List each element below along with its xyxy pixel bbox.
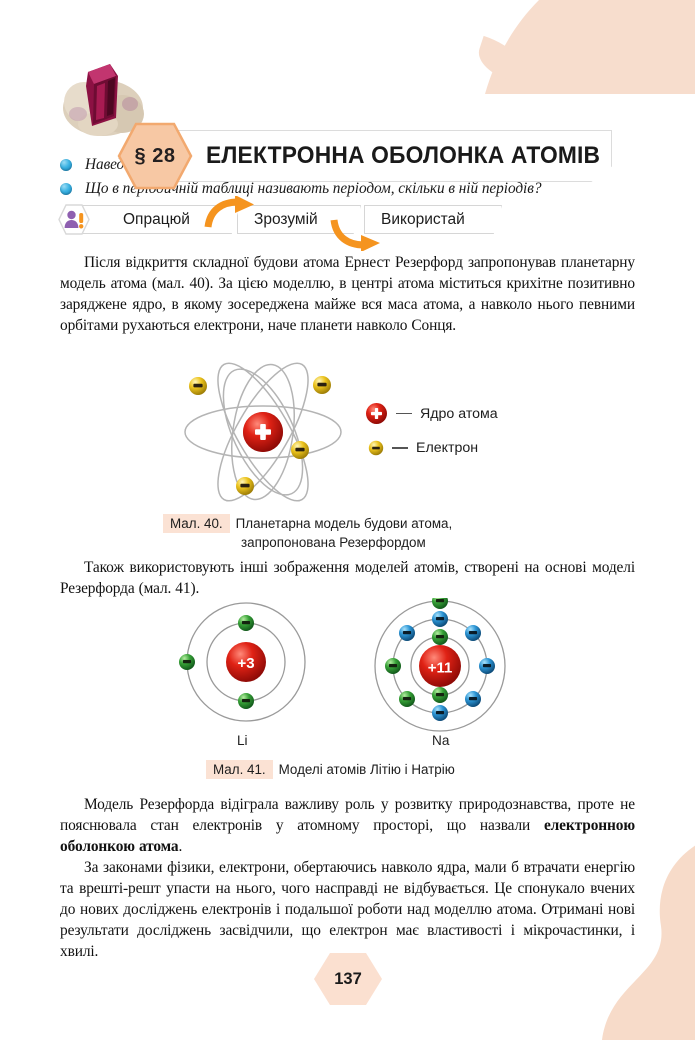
bullet-sphere-icon bbox=[60, 183, 72, 195]
figure-40-caption: Мал. 40. Планетарна модель будови атома, … bbox=[163, 514, 563, 552]
page-number-hexagon bbox=[314, 953, 382, 1005]
shell-1-electrons bbox=[432, 598, 448, 609]
figure-41-bohr-models: +3 Li +11 bbox=[165, 598, 510, 755]
paragraph-text: За законами фізики, електрони, обертаючи… bbox=[60, 859, 635, 960]
shell-2-electrons bbox=[238, 615, 254, 709]
question-row: Що в періодичній таблиці називають періо… bbox=[60, 178, 640, 199]
legend-dash bbox=[396, 412, 412, 415]
caption-line-1: Планетарна модель будови атома, bbox=[235, 516, 453, 531]
nucleus-charge: +11 bbox=[428, 660, 453, 677]
caption-tag: Мал. 41. bbox=[206, 760, 273, 779]
tab-label: Зрозумій bbox=[254, 210, 318, 228]
nucleus bbox=[419, 645, 461, 687]
figure-40-planetary-atom: Ядро атома Електрон bbox=[170, 360, 530, 505]
paragraph-other-models: Також використовують інші зображення мод… bbox=[60, 557, 635, 599]
paragraph-physics-laws: За законами фізики, електрони, обертаючи… bbox=[60, 857, 635, 962]
figure-41-caption: Мал. 41. Моделі атомів Літію і Натрію bbox=[206, 760, 606, 779]
paragraph-text: Модель Резерфорда відіграла важливу роль… bbox=[60, 796, 635, 834]
question-text: Що в періодичній таблиці називають періо… bbox=[85, 180, 542, 197]
term-electron-shell: електронною оболонкою атома bbox=[60, 817, 635, 855]
tab-label: Використай bbox=[381, 210, 465, 228]
sodium-atom-diagram: +11 bbox=[374, 598, 506, 732]
page-header: § 28 ЕЛЕКТРОННА ОБОЛОНКА АТОМІВ bbox=[0, 50, 695, 190]
section-number-label: § 28 bbox=[134, 144, 176, 167]
electron-icon bbox=[368, 440, 384, 456]
caption-tag: Мал. 40. bbox=[163, 514, 230, 533]
legend-electron: Електрон bbox=[368, 440, 478, 456]
page-number-label: 137 bbox=[334, 969, 362, 988]
legend-dash bbox=[392, 447, 408, 449]
arrow-right-icon bbox=[330, 219, 380, 251]
mineral-crystal-icon bbox=[63, 64, 144, 136]
legend-nucleus: Ядро атома bbox=[365, 402, 498, 425]
lithium-atom-diagram: +3 bbox=[179, 602, 306, 722]
tab-label: Опрацюй bbox=[123, 210, 190, 228]
shell-2-electrons bbox=[385, 611, 495, 721]
person-alert-icon bbox=[58, 204, 90, 235]
nucleus bbox=[226, 642, 266, 682]
legend-label: Електрон bbox=[416, 440, 479, 456]
caption-text: Моделі атомів Літію і Натрію bbox=[278, 762, 455, 777]
nucleus-icon bbox=[366, 403, 387, 424]
paragraph-electron-shell: Модель Резерфорда відіграла важливу роль… bbox=[60, 794, 635, 857]
paragraph-text: Після відкриття складної будови атома Ер… bbox=[60, 254, 635, 334]
shell-3-electrons bbox=[432, 629, 448, 703]
atom-label-li: Li bbox=[237, 733, 248, 748]
section-number-hexagon bbox=[117, 122, 193, 190]
shell-1-electrons bbox=[179, 654, 195, 670]
caption-line-2: запропонована Резерфордом bbox=[241, 535, 426, 550]
paragraph-rutherford-model: Після відкриття складної будови атома Ер… bbox=[60, 252, 635, 336]
paragraph-text: Також використовують інші зображення мод… bbox=[60, 559, 635, 597]
paragraph-text-end: . bbox=[178, 838, 183, 855]
arrow-right-icon bbox=[204, 196, 254, 228]
section-title-bar bbox=[152, 130, 612, 182]
page-title: ЕЛЕКТРОННА ОБОЛОНКА АТОМІВ bbox=[206, 142, 601, 169]
nucleus-charge: +3 bbox=[237, 655, 254, 672]
legend-label: Ядро атома bbox=[420, 405, 498, 422]
planetary-atom-diagram bbox=[184, 362, 342, 502]
bullet-sphere-icon bbox=[60, 159, 72, 171]
tab-vykorystai[interactable]: Використай bbox=[364, 205, 502, 234]
atom-label-na: Na bbox=[432, 733, 450, 748]
